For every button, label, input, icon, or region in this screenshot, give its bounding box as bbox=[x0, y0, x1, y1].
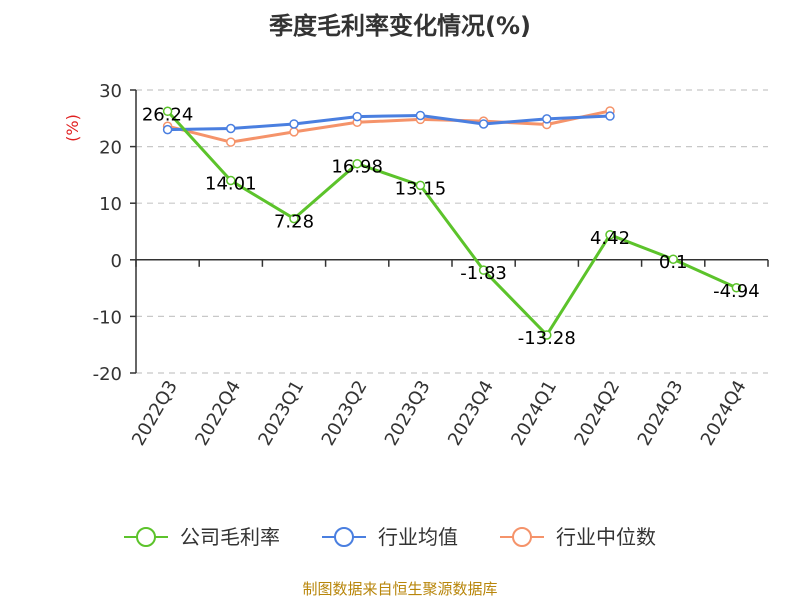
data-point bbox=[289, 119, 299, 129]
x-tick-label: 2023Q1 bbox=[254, 377, 308, 449]
data-point bbox=[226, 175, 236, 186]
data-label: 26.24 bbox=[142, 104, 194, 125]
data-point bbox=[605, 111, 615, 121]
source-note: 制图数据来自恒生聚源数据库 bbox=[302, 580, 498, 598]
y-tick-label: -10 bbox=[93, 307, 122, 328]
x-tick-label: 2024Q1 bbox=[507, 377, 561, 449]
y-tick-label: 0 bbox=[111, 251, 122, 272]
data-point bbox=[731, 283, 742, 293]
data-point bbox=[289, 127, 299, 137]
data-point bbox=[162, 124, 173, 135]
legend-label: 行业中位数 bbox=[556, 525, 656, 549]
x-tick-label: 2024Q2 bbox=[570, 377, 624, 449]
y-tick-label: 30 bbox=[99, 81, 122, 102]
data-point bbox=[352, 111, 362, 122]
data-point bbox=[542, 330, 552, 340]
y-tick-label: 20 bbox=[99, 138, 122, 159]
data-point bbox=[668, 254, 678, 264]
legend-marker bbox=[512, 527, 532, 547]
legend[interactable]: 公司毛利率 行业均值 行业中位数 bbox=[124, 525, 656, 549]
data-point bbox=[415, 110, 426, 121]
data-label: 13.15 bbox=[395, 178, 447, 199]
y-tick-label: 10 bbox=[99, 194, 122, 215]
y-axis-label: (%) bbox=[63, 114, 82, 142]
legend-marker bbox=[334, 527, 354, 547]
data-point bbox=[226, 137, 236, 147]
data-labels: 26.24 14.01 7.28 16.98 13.15 -1.83 -13.28 4.42 0… bbox=[142, 104, 760, 349]
data-label: 7.28 bbox=[274, 212, 314, 233]
legend-label: 公司毛利率 bbox=[180, 525, 280, 549]
series-line bbox=[166, 110, 738, 337]
x-tick-label: 2023Q4 bbox=[444, 377, 498, 449]
data-point bbox=[605, 230, 615, 240]
data-point bbox=[478, 119, 489, 129]
data-label: 16.98 bbox=[331, 157, 383, 178]
data-label: -13.28 bbox=[518, 328, 576, 349]
x-tick-label: 2023Q3 bbox=[381, 377, 435, 449]
data-label: -1.83 bbox=[460, 263, 507, 284]
series-line bbox=[167, 109, 611, 144]
legend-item[interactable]: 行业均值 bbox=[322, 525, 458, 549]
series-line bbox=[167, 113, 611, 132]
data-point bbox=[478, 265, 489, 275]
data-label: 14.01 bbox=[205, 174, 257, 195]
data-label: -4.94 bbox=[713, 281, 760, 302]
x-tick-label: 2024Q4 bbox=[697, 377, 751, 449]
data-label: 0.1 bbox=[659, 252, 688, 273]
data-point bbox=[289, 213, 299, 224]
legend-item[interactable]: 行业中位数 bbox=[500, 525, 656, 549]
series-lines bbox=[162, 106, 742, 340]
data-point bbox=[162, 106, 173, 117]
x-tick-label: 2022Q4 bbox=[191, 377, 245, 449]
legend-item[interactable]: 公司毛利率 bbox=[124, 525, 280, 549]
x-tick-label: 2022Q3 bbox=[128, 377, 182, 449]
legend-label: 行业均值 bbox=[378, 525, 458, 549]
chart-title: 季度毛利率变化情况(%) bbox=[269, 12, 531, 40]
legend-marker bbox=[136, 527, 156, 547]
data-point bbox=[415, 180, 426, 191]
data-point bbox=[226, 123, 236, 134]
y-tick-label: -20 bbox=[93, 364, 122, 385]
x-tick-label: 2023Q2 bbox=[318, 377, 372, 449]
x-tick-label: 2024Q3 bbox=[634, 377, 688, 449]
data-point bbox=[542, 114, 552, 124]
data-label: 4.42 bbox=[590, 228, 630, 249]
data-point bbox=[352, 158, 362, 169]
